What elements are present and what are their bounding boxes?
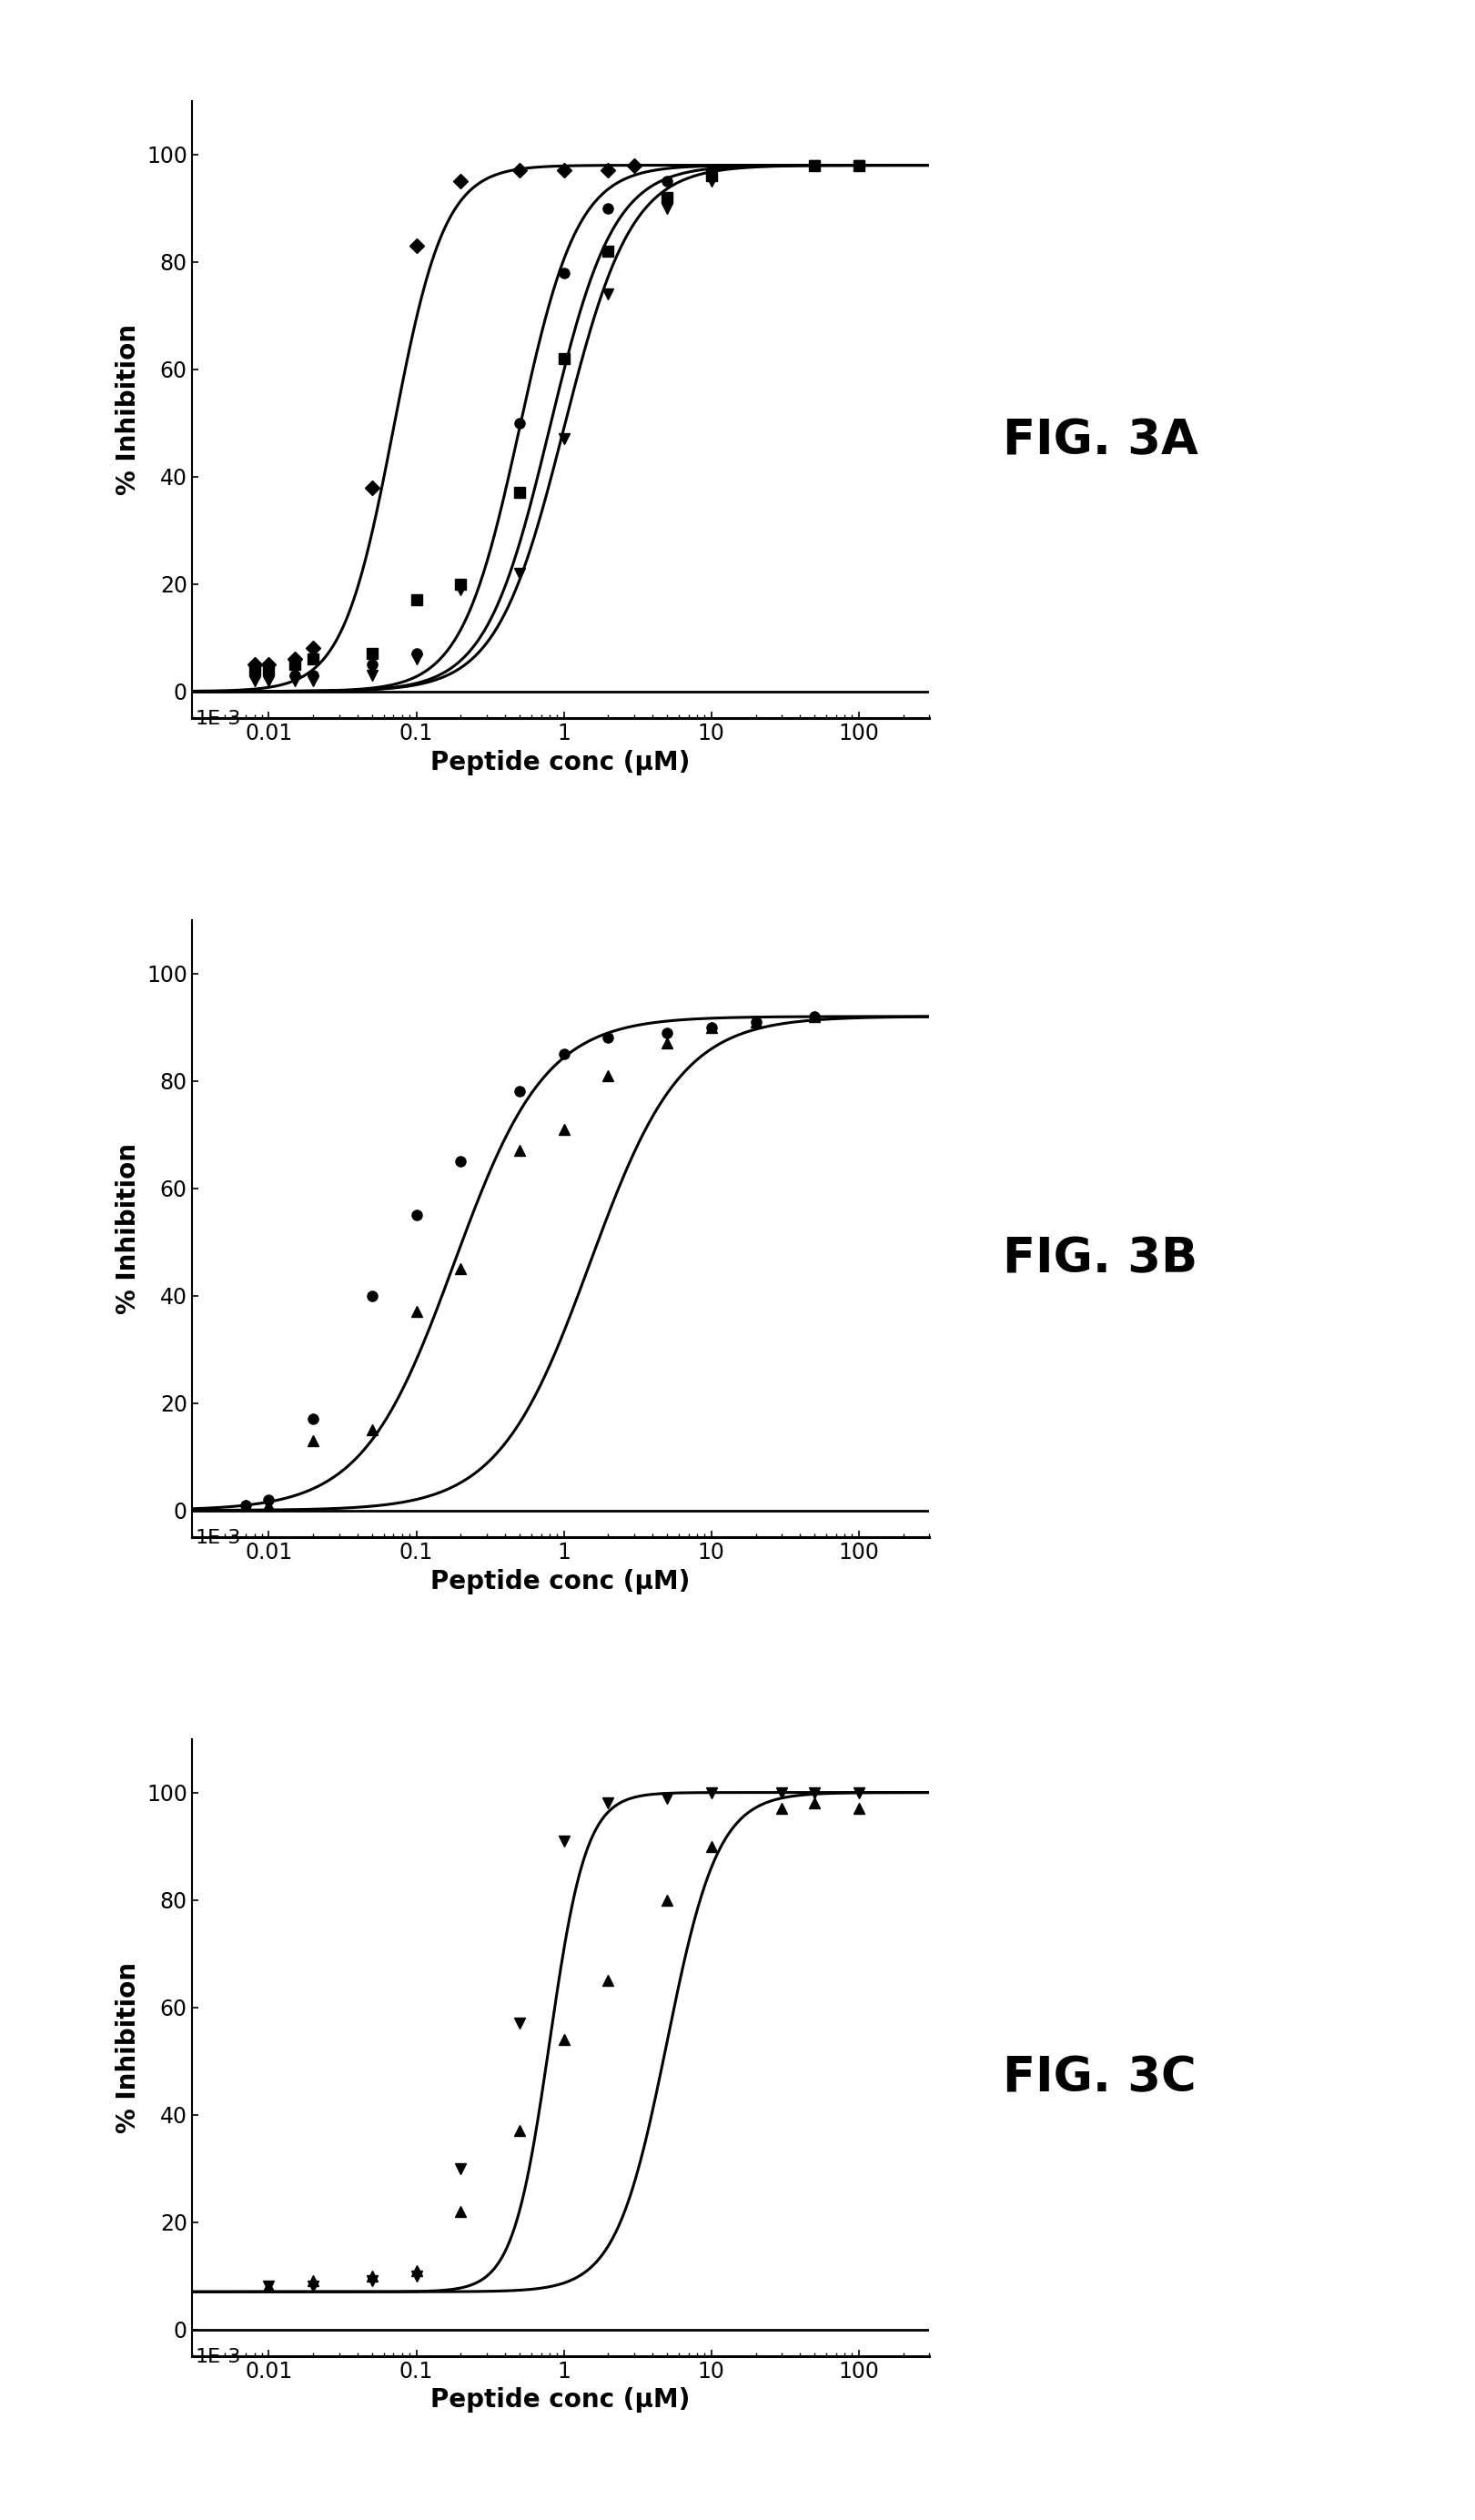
Y-axis label: % Inhibition: % Inhibition bbox=[117, 1144, 142, 1313]
X-axis label: Peptide conc (μM): Peptide conc (μM) bbox=[431, 2386, 690, 2414]
Text: 1E-3: 1E-3 bbox=[195, 711, 240, 728]
Text: FIG. 3A: FIG. 3A bbox=[1003, 416, 1199, 464]
Text: FIG. 3C: FIG. 3C bbox=[1003, 2054, 1196, 2102]
X-axis label: Peptide conc (μM): Peptide conc (μM) bbox=[431, 1567, 690, 1595]
Y-axis label: % Inhibition: % Inhibition bbox=[117, 325, 142, 494]
Y-axis label: % Inhibition: % Inhibition bbox=[117, 1963, 142, 2132]
Text: 1E-3: 1E-3 bbox=[195, 1530, 240, 1547]
X-axis label: Peptide conc (μM): Peptide conc (μM) bbox=[431, 748, 690, 776]
Text: 1E-3: 1E-3 bbox=[195, 2349, 240, 2366]
Text: FIG. 3B: FIG. 3B bbox=[1003, 1235, 1198, 1283]
